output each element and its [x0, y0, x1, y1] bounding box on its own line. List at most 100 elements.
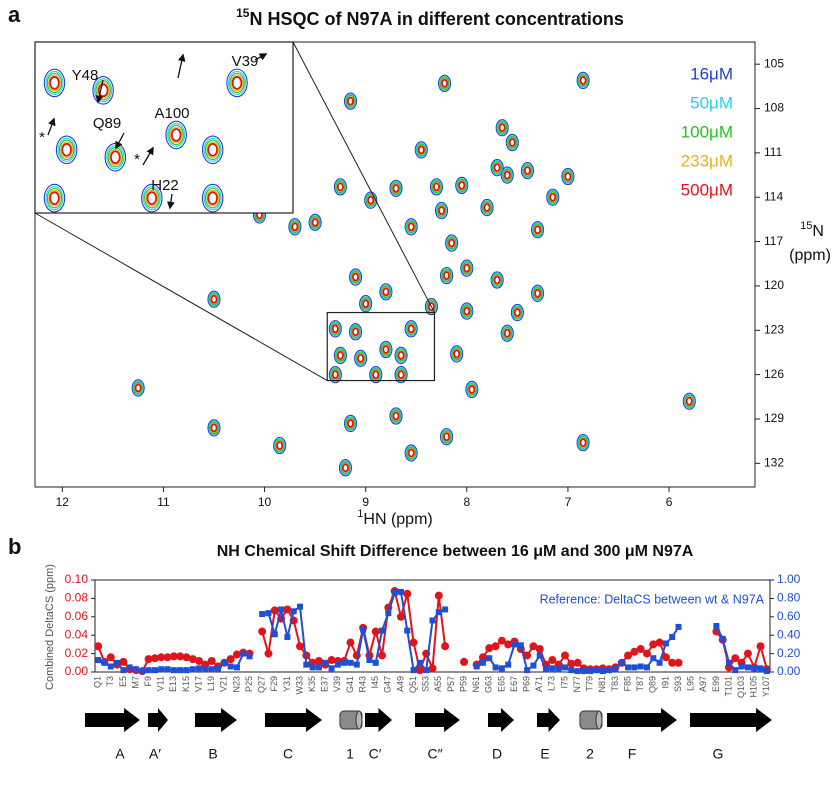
peak — [343, 92, 358, 110]
peak — [503, 170, 511, 180]
panel-label: a — [8, 2, 21, 27]
peak — [391, 409, 401, 423]
peak — [309, 215, 321, 230]
peak — [367, 195, 375, 205]
x-tick-label: 11 — [157, 495, 170, 509]
peak — [579, 76, 587, 85]
x-tick-label: R43 — [357, 676, 367, 693]
peak — [380, 284, 392, 300]
legend-entry: 100μM — [681, 122, 733, 141]
x-tick-label: L19 — [206, 676, 216, 691]
structure-label: 2 — [586, 746, 594, 762]
marker — [478, 653, 487, 662]
peak — [491, 272, 503, 288]
marker — [460, 657, 469, 666]
x-tick-label: S53 — [421, 676, 431, 692]
peak — [492, 161, 502, 174]
peak — [441, 268, 453, 283]
peak — [493, 275, 501, 285]
peak — [577, 73, 589, 88]
marker — [215, 665, 222, 672]
y-tick-label: 108 — [764, 101, 784, 115]
peak — [546, 188, 560, 206]
peak — [208, 420, 220, 436]
marker — [177, 667, 184, 674]
marker — [674, 658, 683, 667]
marker — [101, 659, 108, 666]
marker — [574, 668, 581, 675]
x-tick-label: T87 — [635, 676, 645, 692]
marker — [378, 651, 387, 660]
structure-label: F — [628, 746, 637, 762]
peak — [329, 321, 341, 337]
peak — [210, 294, 218, 304]
inset-peak — [201, 135, 224, 165]
peak — [577, 435, 589, 450]
marker — [120, 667, 127, 674]
x-tick-label: K15 — [181, 676, 191, 692]
marker — [195, 656, 204, 665]
peak — [274, 438, 286, 453]
zoom-box — [326, 311, 436, 382]
strand-arrow — [537, 708, 560, 732]
marker — [511, 641, 518, 648]
peak — [207, 290, 221, 308]
peak — [290, 220, 300, 234]
marker — [587, 668, 594, 675]
inset-peak — [46, 187, 63, 209]
marker — [334, 661, 341, 668]
inset-arrow — [47, 117, 56, 136]
peak — [521, 163, 534, 178]
inset-peak — [49, 76, 60, 90]
marker — [328, 665, 335, 672]
peak — [463, 306, 471, 316]
marker — [731, 654, 740, 663]
y-tick-label: 105 — [764, 56, 784, 70]
marker — [396, 612, 405, 621]
peak — [502, 327, 512, 340]
peak — [209, 293, 219, 306]
inset-frame — [34, 41, 294, 214]
peak — [364, 191, 378, 209]
peak — [382, 345, 390, 354]
inset-peak — [45, 70, 64, 95]
inset-peak — [230, 74, 244, 92]
marker — [568, 667, 575, 674]
inset-peak — [231, 76, 243, 90]
peak — [493, 163, 501, 173]
marker — [327, 656, 336, 665]
peak — [339, 460, 351, 476]
peak — [500, 166, 514, 184]
peak — [380, 342, 392, 357]
marker — [669, 634, 676, 641]
marker — [284, 634, 291, 641]
peak — [434, 201, 449, 220]
x-tick-label: S93 — [673, 676, 683, 692]
peak — [209, 421, 219, 435]
inset-arrow — [177, 53, 186, 79]
marker — [661, 653, 670, 662]
x-tick-label: N77 — [572, 676, 582, 693]
marker — [504, 640, 513, 649]
inset-peak — [43, 68, 66, 98]
peak — [534, 225, 542, 235]
peak — [439, 76, 451, 91]
y-axis-label: 15N — [800, 220, 824, 240]
inset-peak — [201, 183, 224, 213]
marker — [182, 653, 191, 662]
x-tick-label: G41 — [345, 676, 355, 693]
peak — [425, 299, 437, 314]
peak — [462, 304, 472, 318]
peak — [354, 349, 368, 368]
marker — [403, 589, 412, 598]
helix-cap — [355, 710, 363, 730]
x-tick-label: 9 — [362, 495, 369, 509]
structure-label: C — [283, 746, 293, 762]
y2-tick-label: 1.00 — [777, 572, 801, 586]
inset-peak — [142, 186, 161, 211]
peak — [438, 74, 452, 93]
y-tick-label: 129 — [764, 411, 784, 425]
peak — [490, 159, 504, 177]
peak — [446, 236, 457, 250]
